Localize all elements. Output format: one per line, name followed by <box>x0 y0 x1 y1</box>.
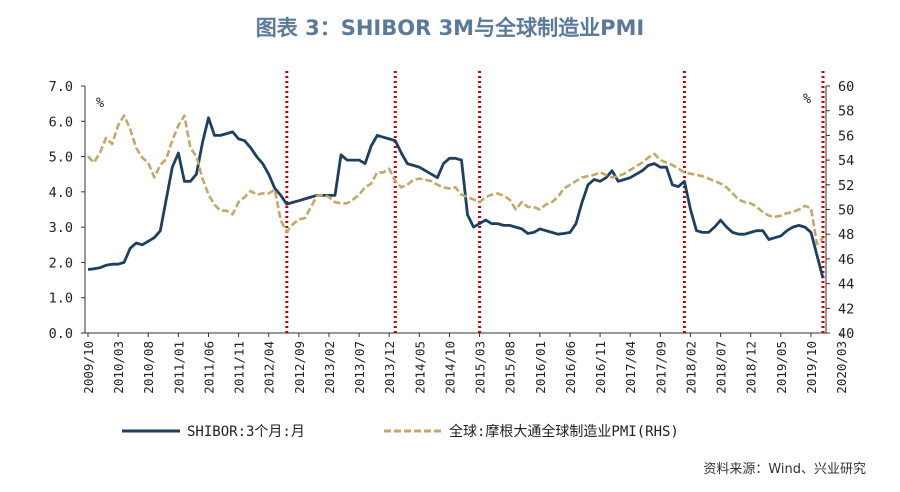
left-tick-label: 6.0 <box>49 114 73 130</box>
x-tick-label: 2013/07 <box>352 341 367 394</box>
right-tick-label: 40 <box>838 326 854 342</box>
chart-title: 图表 3：SHIBOR 3M与全球制造业PMI <box>255 16 645 40</box>
right-tick-label: 58 <box>838 104 854 120</box>
right-tick-label: 56 <box>838 128 854 144</box>
right-tick-label: 54 <box>838 153 854 169</box>
shibor-line <box>87 116 825 279</box>
data-series <box>87 114 825 279</box>
right-tick-label: 46 <box>838 252 854 268</box>
x-tick-label: 2010/08 <box>141 341 156 394</box>
x-tick-label: 2016/11 <box>593 341 608 394</box>
x-tick-label: 2013/12 <box>382 341 397 394</box>
pmi-line <box>87 114 824 246</box>
plot-area <box>84 86 827 334</box>
x-tick-label: 2012/04 <box>262 341 277 394</box>
left-tick-label: 0.0 <box>49 326 73 342</box>
x-tick-label: 2017/09 <box>653 341 668 394</box>
x-tick-label: 2017/04 <box>623 341 638 394</box>
right-tick-label: 52 <box>838 178 854 194</box>
x-tick-label: 2014/10 <box>442 341 457 394</box>
left-tick-label: 3.0 <box>49 220 73 236</box>
x-tick-label: 2009/10 <box>81 341 96 394</box>
left-unit-label: % <box>96 95 104 111</box>
x-tick-label: 2010/03 <box>111 341 126 394</box>
x-tick-label: 2018/02 <box>683 341 698 394</box>
left-tick-label: 4.0 <box>49 185 73 201</box>
x-tick-label: 2016/06 <box>563 341 578 394</box>
x-tick-label: 2015/03 <box>473 341 488 394</box>
right-tick-label: 42 <box>838 301 854 317</box>
x-tick-label: 2013/02 <box>322 341 337 394</box>
left-tick-label: 5.0 <box>49 150 73 166</box>
x-tick-label: 2012/09 <box>292 341 307 394</box>
x-tick-label: 2015/08 <box>503 341 518 394</box>
x-tick-label: 2019/05 <box>774 341 789 394</box>
x-tick-label: 2016/01 <box>533 341 548 394</box>
legend-label-pmi: 全球:摩根大通全球制造业PMI(RHS) <box>449 423 679 440</box>
right-unit-label: % <box>803 91 811 107</box>
left-tick-label: 2.0 <box>49 255 73 271</box>
legend-label-shibor: SHIBOR:3个月:月 <box>187 424 305 440</box>
x-tick-label: 2011/11 <box>232 341 247 394</box>
right-tick-label: 60 <box>838 79 854 95</box>
left-tick-label: 1.0 <box>49 291 73 307</box>
x-tick-label: 2019/10 <box>804 341 819 394</box>
x-tick-label: 2020/03 <box>834 341 849 394</box>
axis-labels: 7.0 6.0 5.0 4.0 3.0 2.0 1.0 0.0 60 58 56 54 52 50 48 46… <box>49 79 855 394</box>
right-tick-label: 48 <box>838 227 854 243</box>
x-tick-label: 2018/12 <box>744 341 759 394</box>
x-tick-label: 2011/06 <box>201 341 216 394</box>
legend: SHIBOR:3个月:月 全球:摩根大通全球制造业PMI(RHS) <box>122 423 679 440</box>
x-tick-label: 2014/05 <box>412 341 427 394</box>
source-note: 资料来源：Wind、兴业研究 <box>703 462 866 477</box>
left-tick-label: 7.0 <box>49 79 73 95</box>
right-tick-label: 50 <box>838 203 854 219</box>
x-tick-label: 2018/07 <box>714 341 729 394</box>
right-tick-label: 44 <box>838 277 854 293</box>
x-tick-label: 2011/01 <box>171 341 186 394</box>
